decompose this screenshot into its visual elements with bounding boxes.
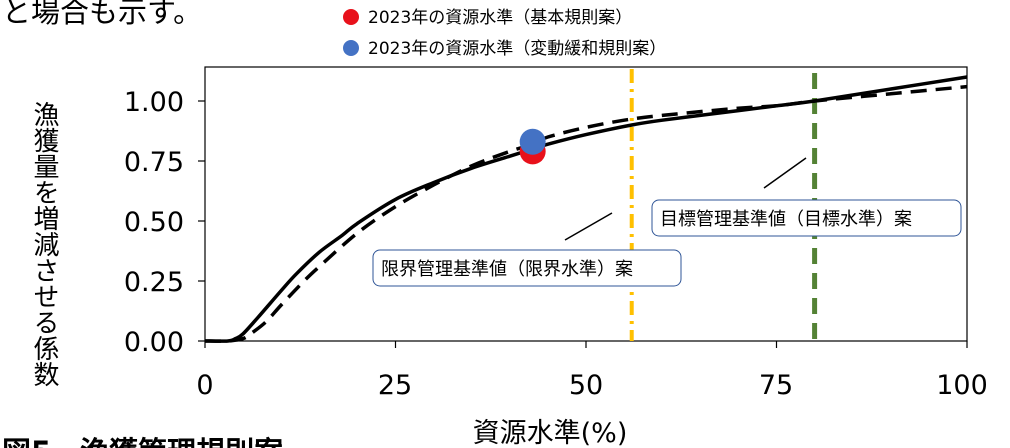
annotation-limit-leader [564, 212, 613, 241]
annotation-target: 目標管理基準値（目標水準）案 [651, 157, 962, 237]
series-line-dashed [204, 84, 968, 343]
x-tick-label: 25 [378, 370, 412, 401]
annotation-limit: 限界管理基準値（限界水準）案 [372, 212, 682, 287]
x-tick-labels: 0 25 50 75 100 [196, 370, 987, 401]
x-axis-label: 資源水準(%) [473, 418, 628, 448]
annotation-target-text: 目標管理基準値（目標水準）案 [660, 209, 912, 230]
x-tick-label: 50 [569, 370, 603, 401]
y-tick-label: 0.50 [124, 207, 184, 238]
data-point-mitigated-rule [519, 128, 546, 155]
y-tick-label: 0.00 [124, 327, 184, 358]
legend-label-blue: 2023年の資源水準（変動緩和規則案） [368, 39, 666, 59]
y-tick-label: 0.75 [124, 147, 184, 178]
y-tick-labels: 0.00 0.25 0.50 0.75 1.00 [124, 87, 184, 358]
annotation-limit-text: 限界管理基準値（限界水準）案 [381, 259, 633, 280]
annotation-limit-box [372, 249, 682, 287]
annotation-target-box [651, 199, 962, 237]
x-tick-label: 0 [196, 370, 213, 401]
x-tick-label: 75 [759, 370, 793, 401]
annotation-target-leader [763, 157, 807, 189]
tick-marks [198, 100, 968, 348]
figure-caption-fragment: 図5 漁獲管理規則案 [2, 435, 284, 448]
y-tick-label: 0.25 [124, 267, 184, 298]
x-tick-label: 100 [936, 370, 988, 401]
legend: 2023年の資源水準（基本規則案） 2023年の資源水準（変動緩和規則案） [343, 8, 666, 59]
y-tick-label: 1.00 [124, 87, 184, 118]
legend-marker-red [343, 9, 359, 25]
legend-marker-blue [343, 40, 359, 56]
y-axis-label: 漁獲量を増減させる係数 [29, 101, 59, 387]
legend-label-red: 2023年の資源水準（基本規則案） [368, 8, 632, 28]
top-text-fragment: と場合も示す。 [2, 0, 202, 29]
